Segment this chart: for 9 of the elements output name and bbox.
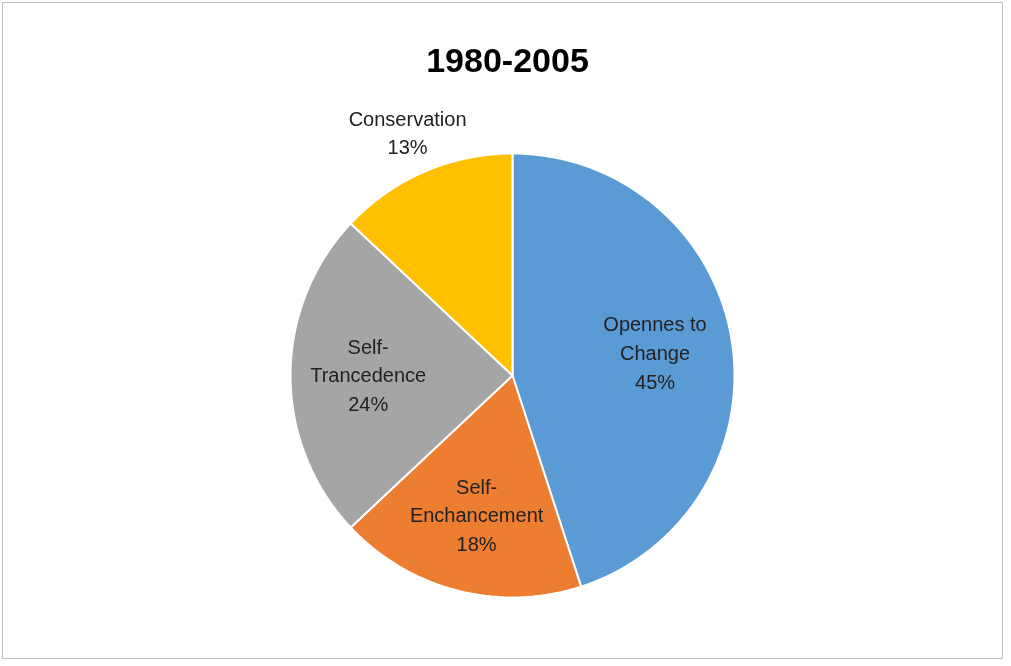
slice-label: Conservation xyxy=(348,107,467,130)
data-label: 24% xyxy=(348,393,389,416)
slice-label: Opennes to Change xyxy=(603,313,707,364)
data-label: 18% xyxy=(456,532,497,555)
data-label: 13% xyxy=(387,136,428,159)
data-label: 45% xyxy=(635,370,676,393)
chart-title: 1980-2005 xyxy=(426,41,589,79)
slice-label: Self-Enchancement xyxy=(409,475,544,527)
slice-label: Self-Trancedence xyxy=(310,335,427,387)
